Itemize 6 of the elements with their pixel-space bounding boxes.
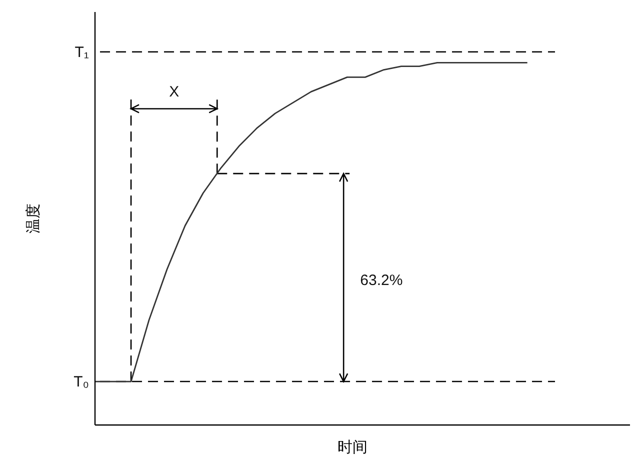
x-axis-title: 时间 [338,439,368,456]
ref-line-label: T₀ [74,374,89,391]
y-axis-title: 温度 [25,204,42,234]
annotation: 63.2% [360,272,403,290]
annotation: X [169,84,180,101]
ref-line-label: T₁ [74,44,89,61]
